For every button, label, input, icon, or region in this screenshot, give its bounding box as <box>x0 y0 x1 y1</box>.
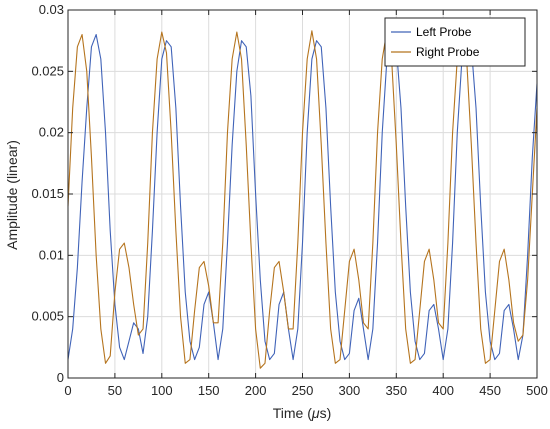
x-axis-label: Time (μs) <box>273 405 332 421</box>
y-tick-label: 0.025 <box>31 63 64 78</box>
x-tick-label: 150 <box>198 383 220 398</box>
y-tick-label: 0.03 <box>39 2 64 17</box>
x-tick-label: 450 <box>479 383 501 398</box>
x-tick-label: 50 <box>108 383 122 398</box>
x-tick-label: 300 <box>339 383 361 398</box>
y-axis-label: Amplitude (linear) <box>4 140 20 250</box>
series-line-left-probe <box>67 33 538 361</box>
legend-label-right-probe: Right Probe <box>416 45 480 59</box>
x-tick-label: 0 <box>64 383 71 398</box>
x-tick-label: 250 <box>292 383 314 398</box>
y-tick-label: 0.005 <box>31 309 64 324</box>
tick-labels: 0 50 100 150 200 250 300 350 400 450 500 0 0.005 0.01… <box>31 2 547 398</box>
x-tick-label: 400 <box>432 383 454 398</box>
ticks <box>67 9 538 379</box>
x-tick-label: 350 <box>385 383 407 398</box>
y-tick-label: 0.015 <box>31 186 64 201</box>
x-tick-label: 200 <box>245 383 267 398</box>
legend: Left Probe Right Probe <box>384 17 526 67</box>
y-tick-label: 0 <box>57 370 64 385</box>
x-tick-label: 500 <box>526 383 548 398</box>
legend-box <box>384 17 526 67</box>
x-tick-label: 100 <box>151 383 173 398</box>
y-tick-label: 0.01 <box>39 247 64 262</box>
legend-label-left-probe: Left Probe <box>416 25 472 39</box>
y-tick-label: 0.02 <box>39 125 64 140</box>
